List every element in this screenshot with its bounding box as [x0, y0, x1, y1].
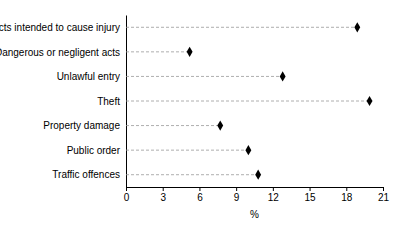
x-tick-mark [310, 187, 311, 191]
leader-line [126, 101, 370, 102]
x-tick-mark [273, 187, 274, 191]
marks [126, 22, 372, 180]
x-tick: 9 [234, 187, 240, 203]
x-tick-mark [383, 187, 384, 191]
x-tick-mark [163, 187, 164, 191]
x-tick-mark [346, 187, 347, 191]
x-tick: 18 [341, 187, 353, 203]
dot [187, 47, 193, 57]
y-tick: Traffic offences [52, 169, 120, 180]
x-tick-label: 0 [124, 192, 130, 203]
leader-line [126, 150, 248, 151]
y-tick-label: Property damage [43, 120, 120, 131]
x-tick-label: 18 [341, 192, 353, 203]
leader-line [126, 76, 283, 77]
x-tick: 15 [305, 187, 317, 203]
dot [255, 170, 261, 180]
x-tick-label: 9 [234, 192, 240, 203]
leader-line [126, 27, 357, 28]
plot: 0 3 6 9 12 15 18 21 Acts intended to cause injur… [0, 16, 389, 221]
x-tick: 3 [160, 187, 166, 203]
y-tick: Dangerous or negligent acts [0, 47, 120, 58]
x-tick-label: 12 [268, 192, 280, 203]
dot [217, 120, 223, 130]
dot [245, 145, 251, 155]
x-tick: 6 [197, 187, 203, 203]
y-tick: Acts intended to cause injury [0, 22, 120, 33]
x-tick-label: 21 [378, 192, 390, 203]
y-tick-label: Theft [97, 96, 120, 107]
leader-line [126, 51, 190, 52]
x-axis: 0 3 6 9 12 15 18 21 [124, 187, 390, 203]
y-tick-label: Public order [67, 145, 121, 156]
y-tick-label: Traffic offences [52, 169, 120, 180]
x-tick-label: 3 [160, 192, 166, 203]
x-axis-title: % [250, 209, 259, 220]
x-tick-label: 15 [305, 192, 317, 203]
dot [354, 22, 360, 32]
x-axis-line [127, 188, 384, 192]
y-axis: Acts intended to cause injury Dangerous o… [0, 16, 127, 188]
dot [367, 96, 373, 106]
y-tick-label: Acts intended to cause injury [0, 22, 120, 33]
y-tick: Property damage [43, 120, 120, 131]
y-tick: Unlawful entry [57, 71, 120, 82]
chart: 0 3 6 9 12 15 18 21 Acts intended to cause injur… [0, 0, 397, 227]
y-tick: Theft [97, 96, 120, 107]
x-tick-mark [236, 187, 237, 191]
leader-line [126, 174, 258, 175]
x-tick-mark [126, 187, 127, 191]
x-tick: 12 [268, 187, 280, 203]
x-tick-mark [199, 187, 200, 191]
x-tick: 0 [124, 187, 130, 203]
y-tick-label: Unlawful entry [57, 71, 120, 82]
y-axis-line [126, 16, 127, 188]
y-tick: Public order [67, 145, 121, 156]
leader-line [126, 125, 220, 126]
dot [280, 71, 286, 81]
x-tick-label: 6 [197, 192, 203, 203]
y-tick-label: Dangerous or negligent acts [0, 47, 120, 58]
x-tick: 21 [378, 187, 390, 203]
